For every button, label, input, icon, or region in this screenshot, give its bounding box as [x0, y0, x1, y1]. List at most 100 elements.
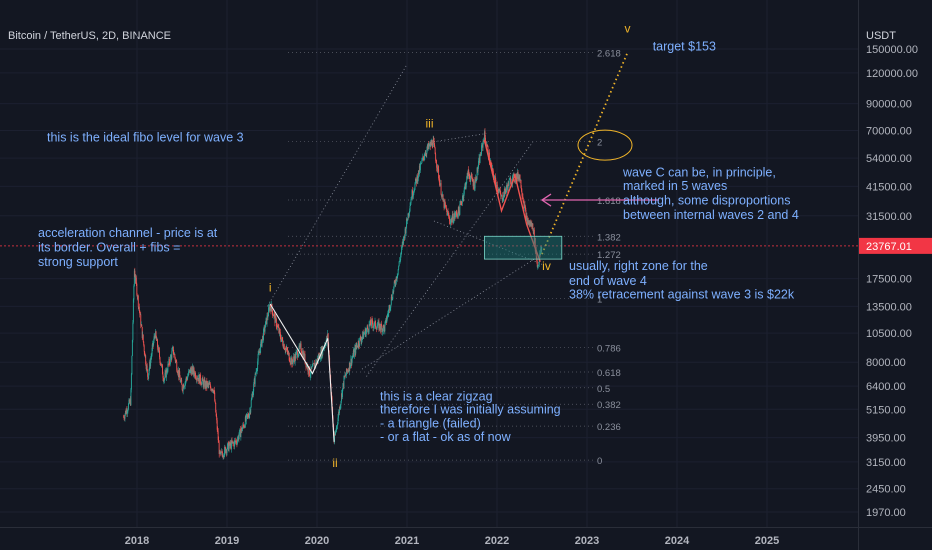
candle-body	[162, 377, 164, 382]
candle-body	[189, 369, 191, 371]
candle-body	[531, 223, 533, 227]
candle-body	[180, 381, 182, 383]
candle-body	[202, 377, 204, 382]
candle-body	[513, 173, 515, 175]
candle-body	[276, 325, 278, 328]
candle-body	[524, 206, 526, 210]
candle-body	[425, 154, 427, 155]
candle-body	[388, 305, 390, 309]
candle-body	[478, 157, 480, 161]
time-tick-label: 2022	[485, 535, 509, 547]
candle-body	[253, 379, 255, 384]
candle-body	[162, 365, 163, 375]
candle-body	[374, 320, 376, 323]
candle-body	[319, 358, 321, 360]
candle-body	[393, 281, 395, 287]
candle-body	[188, 370, 190, 372]
candle-body	[229, 441, 230, 446]
candle-body	[446, 208, 447, 210]
candle-body	[523, 204, 525, 209]
wave-4-zone	[483, 235, 563, 260]
channel-line	[366, 141, 534, 377]
candle-body	[133, 270, 135, 286]
candle-body	[136, 294, 138, 297]
candle-body	[352, 356, 354, 358]
candle-body	[208, 383, 210, 386]
candle-body	[448, 212, 449, 216]
candle-body	[258, 352, 260, 353]
candle-body	[228, 445, 230, 451]
candle-body	[196, 378, 197, 381]
candle-body	[163, 380, 165, 382]
candle-body	[256, 370, 258, 372]
candle-body	[266, 315, 268, 325]
annotation-text: this is the ideal fibo level for wave 3	[47, 131, 244, 145]
candle-body	[171, 351, 173, 359]
candle-body	[467, 173, 469, 179]
candle-body	[352, 350, 354, 357]
candle-body	[207, 383, 209, 386]
candle-body	[424, 153, 426, 156]
candle-body	[177, 372, 179, 374]
candle-body	[263, 328, 265, 341]
candle-body	[455, 211, 457, 215]
candle-body	[277, 325, 279, 327]
candle-body	[360, 340, 362, 342]
candle-body	[128, 399, 130, 404]
candle-body	[363, 334, 365, 339]
candle-body	[142, 334, 144, 338]
candle-body	[203, 381, 205, 387]
candle-body	[412, 190, 413, 197]
candle-body	[244, 426, 246, 428]
candle-body	[268, 307, 270, 308]
candle-body	[257, 361, 259, 370]
price-tick-label: 150000.00	[866, 44, 918, 56]
candle-body	[379, 323, 381, 329]
candle-body	[453, 216, 455, 222]
candle-body	[392, 291, 394, 300]
candle-body	[227, 443, 229, 449]
candle-body	[518, 176, 520, 180]
candle-body	[327, 333, 329, 339]
candle-body	[311, 366, 313, 367]
fib-level-label: 1.272	[597, 250, 621, 261]
candle-body	[140, 314, 142, 326]
candle-body	[373, 325, 375, 327]
candle-body	[494, 176, 496, 180]
candle-body	[497, 190, 499, 193]
candle-body	[217, 429, 219, 432]
candle-body	[149, 361, 151, 370]
candle-body	[538, 264, 540, 266]
candle-body	[421, 159, 423, 164]
candle-body	[415, 178, 417, 180]
candle-body	[133, 285, 135, 300]
candle-body	[144, 351, 146, 357]
candle-body	[226, 449, 228, 454]
annotation-text: - a triangle (failed)	[380, 416, 481, 430]
candle-body	[479, 157, 481, 164]
candle-body	[212, 388, 214, 391]
candle-body	[132, 322, 134, 341]
annotation-text: - or a flat - ok as of now	[380, 430, 512, 444]
candle-body	[184, 382, 186, 387]
candle-body	[192, 366, 194, 375]
candle-body	[367, 328, 369, 332]
candle-body	[526, 215, 528, 219]
candle-body	[123, 416, 124, 418]
price-tick-label: 13500.00	[866, 301, 912, 313]
candle-body	[534, 238, 536, 243]
candle-body	[236, 442, 238, 444]
candle-body	[484, 131, 486, 138]
candle-body	[219, 450, 221, 454]
candles	[123, 128, 543, 460]
candle-body	[200, 384, 202, 385]
candle-body	[290, 358, 292, 363]
candle-body	[135, 277, 137, 284]
fib-levels: 2.618 2 1.618 1.382 1.272 1 0.786 0.618 0.5 0.382…	[288, 49, 621, 467]
fib-level-label: 2	[597, 138, 602, 149]
annotation-text: usually, right zone for the	[569, 259, 708, 273]
fib-level-label: 0.382	[597, 400, 621, 411]
candle-body	[406, 218, 408, 228]
candle-body	[291, 357, 293, 365]
